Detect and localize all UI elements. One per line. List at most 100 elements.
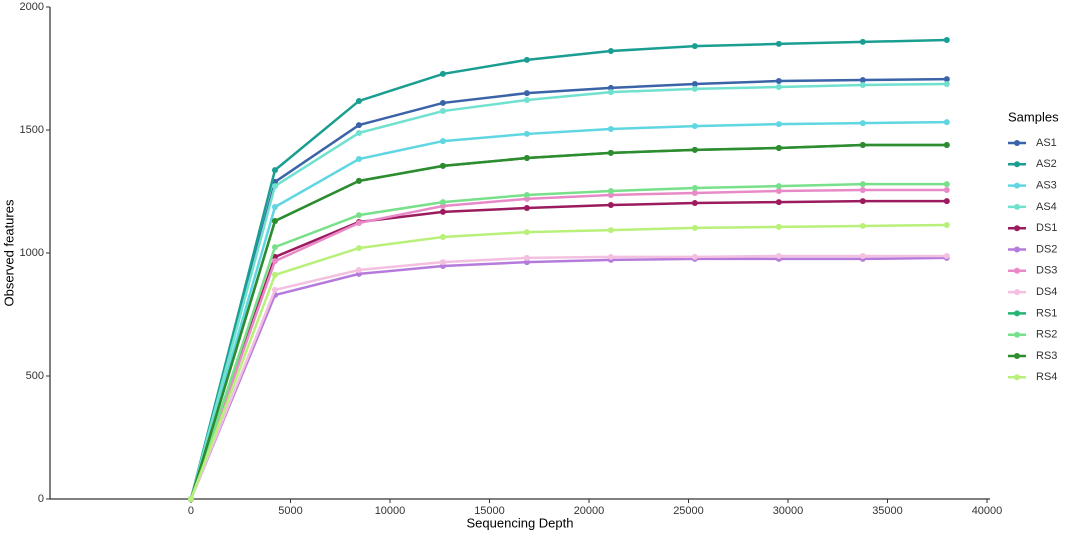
series-point <box>691 224 698 231</box>
x-tick-label: 40000 <box>972 505 1003 517</box>
legend-label: AS4 <box>1036 201 1057 213</box>
series-point <box>355 245 362 252</box>
series-point <box>523 191 530 198</box>
series-point <box>691 200 698 207</box>
legend-dot <box>1014 161 1020 168</box>
legend-dot <box>1014 353 1020 359</box>
legend-dot <box>1014 310 1020 317</box>
series-point <box>523 259 530 266</box>
legend-dot <box>1014 225 1020 232</box>
series-line <box>189 223 947 500</box>
legend-label: AS1 <box>1036 137 1057 149</box>
series-point <box>859 142 866 149</box>
y-tick-label: 0 <box>38 493 44 505</box>
legend-title: Samples <box>1008 109 1059 124</box>
series-point <box>271 286 278 293</box>
series-point <box>943 80 950 87</box>
y-axis-title: Observed features <box>1 199 16 306</box>
series-point <box>523 229 530 236</box>
y-tick-label: 500 <box>26 370 44 382</box>
series-point <box>859 81 866 88</box>
series-line <box>189 77 947 500</box>
legend-label: RS4 <box>1036 371 1057 383</box>
series-point <box>439 234 446 241</box>
legend-dot <box>1014 331 1020 338</box>
series-line <box>189 254 947 500</box>
legend-label: RS3 <box>1036 350 1057 362</box>
series-point <box>691 185 698 192</box>
series-point <box>943 76 950 83</box>
series-point <box>523 90 530 97</box>
series-point <box>607 227 614 234</box>
series-point <box>943 221 950 228</box>
x-tick-label: 25000 <box>673 505 704 517</box>
series-point <box>523 56 530 63</box>
y-tick-label: 2000 <box>20 1 44 13</box>
legend-label: DS4 <box>1036 286 1057 298</box>
series-line <box>189 120 947 500</box>
series-point <box>439 138 446 145</box>
series-point <box>859 181 866 188</box>
legend-label: AS3 <box>1036 180 1057 192</box>
series-line <box>189 199 947 500</box>
legend-label: AS2 <box>1036 158 1057 170</box>
series-point <box>943 187 950 194</box>
series-point <box>271 167 278 174</box>
series-point <box>859 252 866 259</box>
series-point <box>355 177 362 184</box>
x-tick-label: 5000 <box>278 505 302 517</box>
series-line <box>189 38 947 500</box>
legend-label: DS1 <box>1036 222 1057 234</box>
series-point <box>775 40 782 47</box>
series-point <box>607 89 614 96</box>
series-point <box>607 126 614 133</box>
series-point <box>775 144 782 151</box>
series-point <box>607 253 614 260</box>
series-point <box>355 97 362 104</box>
series-point <box>943 36 950 43</box>
x-axis-title: Sequencing Depth <box>467 515 574 530</box>
series-point <box>775 223 782 230</box>
series-point <box>943 142 950 149</box>
series-point <box>775 252 782 259</box>
series-point <box>859 198 866 205</box>
x-tick-label: 15000 <box>474 505 505 517</box>
series-line <box>189 188 947 500</box>
series-point <box>271 244 278 251</box>
series-point <box>271 203 278 210</box>
series-point <box>439 208 446 215</box>
series-point <box>859 120 866 127</box>
series-point <box>523 204 530 211</box>
series-point <box>943 119 950 126</box>
series-point <box>271 183 278 190</box>
series-point <box>271 271 278 278</box>
series-line <box>189 256 947 500</box>
series-point <box>775 78 782 85</box>
series-point <box>355 122 362 129</box>
series-point <box>691 189 698 196</box>
legend-dot <box>1014 374 1020 381</box>
series-line <box>189 143 947 500</box>
x-tick-label: 0 <box>188 505 194 517</box>
y-tick-label: 1500 <box>20 124 44 136</box>
series-line <box>189 182 947 500</box>
x-tick-label: 35000 <box>872 505 903 517</box>
series-point <box>523 155 530 162</box>
series-point <box>439 162 446 169</box>
series-point <box>943 198 950 205</box>
series-point <box>439 108 446 115</box>
series-point <box>355 266 362 273</box>
series-point <box>439 259 446 266</box>
legend-dot <box>1014 203 1020 210</box>
series-point <box>355 212 362 219</box>
series-point <box>691 123 698 130</box>
series-point <box>859 77 866 84</box>
x-tick-label: 10000 <box>375 505 406 517</box>
series-point <box>691 80 698 87</box>
series-point <box>355 129 362 136</box>
legend-label: DS3 <box>1036 265 1057 277</box>
series-point <box>439 70 446 77</box>
x-tick-label: 30000 <box>773 505 804 517</box>
series-point <box>859 187 866 194</box>
